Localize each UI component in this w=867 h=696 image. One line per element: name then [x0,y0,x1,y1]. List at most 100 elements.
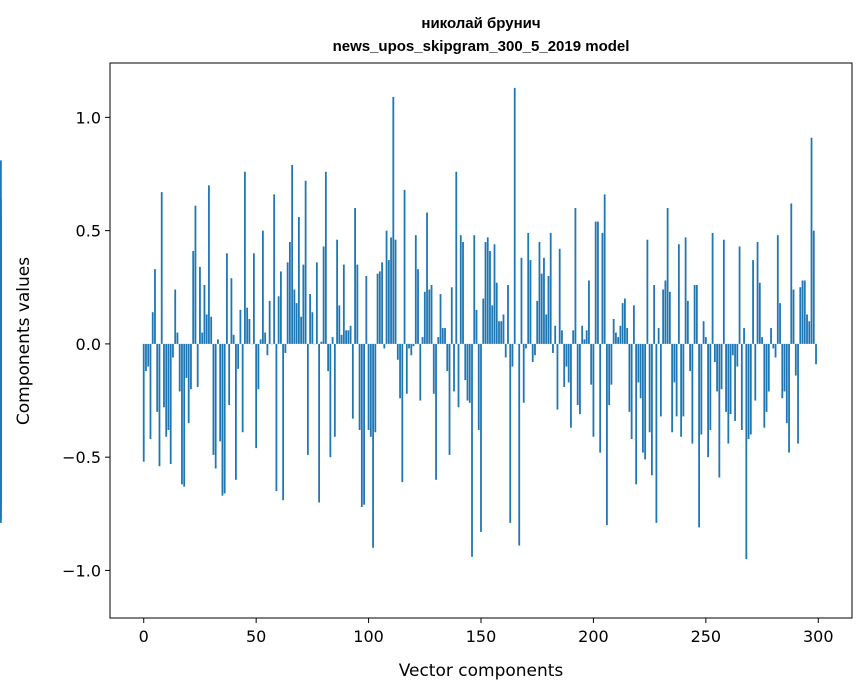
bar [288,241,291,344]
bar [788,343,790,453]
bar [201,332,204,344]
bar [392,96,395,344]
bar [626,328,629,344]
bar [187,343,190,424]
bar [504,343,507,358]
bar [401,343,404,483]
bar [659,343,662,417]
bar [248,318,251,344]
bar [525,343,527,349]
bar [450,287,453,344]
bar [208,185,210,344]
bar [176,332,179,344]
bar [664,280,667,344]
bar [738,246,741,344]
bar [630,343,633,440]
bar [734,343,736,421]
bar [635,343,638,485]
bar [716,343,718,392]
bar [707,343,709,458]
bar [390,237,392,344]
bar [381,262,383,344]
bar [662,289,665,344]
x-tick-label: 250 [691,627,722,646]
bar [178,343,181,392]
bar [412,343,415,347]
bar [403,189,406,344]
bar [522,343,525,403]
bar [657,328,660,344]
bar [268,300,271,344]
bar [617,337,620,344]
bar [529,260,532,344]
bar [646,239,649,344]
bar [264,332,267,344]
bar [513,87,516,344]
bar [558,248,561,344]
bar [549,232,552,344]
bar [475,309,478,344]
bar [304,180,307,344]
bar [167,343,170,430]
bar [0,332,2,344]
bar [534,343,536,356]
bar [210,316,213,344]
bar [619,325,622,344]
bar [754,343,757,401]
bar [799,287,802,344]
bar [261,230,264,344]
bar [554,325,557,344]
bar [574,207,577,344]
bar [682,343,685,417]
bar [279,271,282,344]
bar [354,207,356,344]
bar [378,271,381,344]
bar [650,343,653,476]
bar [783,343,786,392]
bar [142,343,145,462]
bar [226,253,228,344]
bar [621,303,624,344]
bar [228,343,231,406]
bar [259,339,262,344]
bar [700,343,703,435]
bar [797,343,799,444]
bar [615,332,617,344]
bar [385,230,388,344]
y-axis-ticks: −1.0 −0.5 0.0 0.5 1.0 [62,108,110,580]
bar [221,343,224,496]
bar [322,246,325,344]
bar [594,221,597,344]
bar [749,343,752,435]
bar [183,343,186,487]
bar [462,241,464,344]
bar [563,343,566,387]
bar [306,343,309,455]
bar [345,330,347,344]
bar [331,337,334,344]
bar [471,343,473,557]
bar [653,285,656,344]
bar [302,264,305,344]
bar [154,269,156,344]
bar [639,343,642,399]
bar [253,253,255,344]
bar [423,291,426,344]
bar [156,343,159,412]
bar [327,343,330,372]
bar [518,343,521,546]
bar [720,343,723,390]
bar [567,343,570,383]
bar [196,343,199,387]
bar [761,337,763,344]
bar [655,343,658,523]
bar [527,232,530,344]
bar [691,343,694,444]
bar [794,343,797,376]
bar [311,312,314,344]
bar [239,309,242,344]
bar [482,298,485,344]
bar [147,343,150,367]
bar [466,343,469,401]
bar [286,262,289,344]
